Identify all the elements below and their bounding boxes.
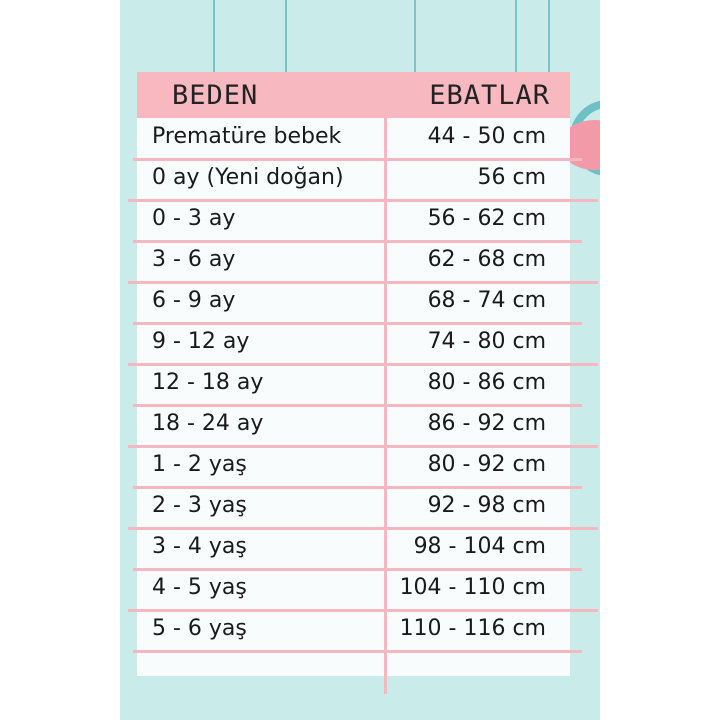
row-separator [133,568,582,571]
table-row: 9 - 12 ay 74 - 80 cm [137,323,570,364]
row-separator [133,158,582,161]
size-label: 12 - 18 ay [152,370,264,395]
size-table: BEDEN EBATLAR Prematüre bebek 44 - 50 cm 0… [137,72,570,676]
row-separator [128,281,598,284]
table-row: 18 - 24 ay 86 - 92 cm [137,405,570,446]
measurement-value: 74 - 80 cm [427,329,546,354]
row-separator [128,199,598,202]
measurement-value: 62 - 68 cm [427,247,546,272]
measurement-value: 80 - 86 cm [427,370,546,395]
table-row: 3 - 6 ay 62 - 68 cm [137,241,570,282]
table-row: 0 ay (Yeni doğan) 56 cm [137,159,570,200]
measurement-value: 104 - 110 cm [399,575,546,600]
size-label: 2 - 3 yaş [152,493,247,518]
size-label: 9 - 12 ay [152,329,250,354]
row-separator [128,609,598,612]
row-separator [128,445,598,448]
row-separator [133,322,582,325]
hanging-string [414,0,416,72]
size-label: 6 - 9 ay [152,288,236,313]
row-separator [133,486,582,489]
table-row: 6 - 9 ay 68 - 74 cm [137,282,570,323]
size-label: 3 - 4 yaş [152,534,247,559]
measurement-value: 92 - 98 cm [427,493,546,518]
hanging-string [285,0,287,72]
size-label: 0 ay (Yeni doğan) [152,165,344,190]
table-row: 3 - 4 yaş 98 - 104 cm [137,528,570,569]
size-label: 4 - 5 yaş [152,575,247,600]
hanging-string [515,0,517,72]
table-row: 12 - 18 ay 80 - 86 cm [137,364,570,405]
header-measurements: EBATLAR [429,80,550,111]
size-label: 18 - 24 ay [152,411,264,436]
size-label: 5 - 6 yaş [152,616,247,641]
measurement-value: 44 - 50 cm [427,124,546,149]
measurement-value: 56 - 62 cm [427,206,546,231]
table-row: Prematüre bebek 44 - 50 cm [137,118,570,159]
measurement-value: 86 - 92 cm [427,411,546,436]
table-row: 2 - 3 yaş 92 - 98 cm [137,487,570,528]
measurement-value: 56 cm [477,165,546,190]
size-label: Prematüre bebek [152,124,342,149]
row-separator [133,650,582,653]
measurement-value: 98 - 104 cm [413,534,546,559]
table-row: 4 - 5 yaş 104 - 110 cm [137,569,570,610]
row-separator [128,527,598,530]
measurement-value: 68 - 74 cm [427,288,546,313]
measurement-value: 110 - 116 cm [399,616,546,641]
table-row: 5 - 6 yaş 110 - 116 cm [137,610,570,651]
measurement-value: 80 - 92 cm [427,452,546,477]
table-row: 1 - 2 yaş 80 - 92 cm [137,446,570,487]
table-row: 0 - 3 ay 56 - 62 cm [137,200,570,241]
hanging-string [213,0,215,72]
size-label: 0 - 3 ay [152,206,236,231]
table-header: BEDEN EBATLAR [137,72,570,118]
hanging-string [548,0,550,72]
size-label: 1 - 2 yaş [152,452,247,477]
header-size: BEDEN [172,80,259,111]
row-separator [133,240,582,243]
row-separator [133,404,582,407]
row-separator [128,363,598,366]
size-label: 3 - 6 ay [152,247,236,272]
